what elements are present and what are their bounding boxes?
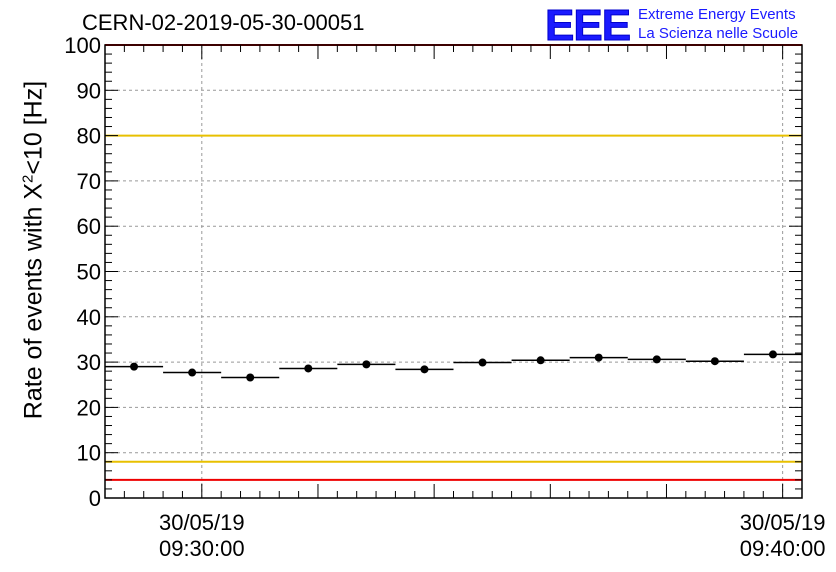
logo-text-line2: La Scienza nelle Scuole xyxy=(638,25,799,42)
y-tick-label: 70 xyxy=(77,169,101,194)
y-tick-label: 30 xyxy=(77,350,101,375)
y-tick-label: 40 xyxy=(77,305,101,330)
y-tick-label: 50 xyxy=(77,260,101,285)
reference-lines xyxy=(105,44,802,481)
data-point xyxy=(130,362,139,371)
axis-ticks xyxy=(104,44,803,499)
chart-title: CERN-02-2019-05-30-00051 xyxy=(82,10,365,35)
data-point xyxy=(188,368,197,377)
data-points xyxy=(105,350,802,382)
y-axis-label-prefix: Rate of events with X xyxy=(19,182,48,420)
data-point xyxy=(594,353,603,362)
x-tick-label-date: 30/05/19 xyxy=(739,510,826,535)
eee-logo: EEE xyxy=(544,1,631,50)
y-tick-label: 100 xyxy=(64,33,101,58)
logo-text-line1: Extreme Energy Events xyxy=(638,6,796,23)
y-tick-label: 0 xyxy=(89,486,101,511)
y-axis-label-superscript: 2 xyxy=(19,174,37,183)
data-point xyxy=(768,350,777,359)
y-tick-label: 20 xyxy=(77,395,101,420)
data-point xyxy=(536,356,545,365)
y-tick-labels: 0 10 20 30 40 50 60 70 80 90 100 xyxy=(64,33,101,511)
y-tick-label: 60 xyxy=(77,214,101,239)
data-point xyxy=(246,373,255,382)
data-point xyxy=(304,364,313,373)
x-tick-label: 30/05/19 09:40:00 xyxy=(740,510,826,562)
y-axis-label-suffix: <10 [Hz] xyxy=(19,80,48,175)
y-tick-label: 80 xyxy=(77,124,101,149)
data-point xyxy=(420,365,429,374)
data-point xyxy=(478,358,487,367)
x-tick-label-time: 09:30:00 xyxy=(158,536,245,561)
y-tick-label: 90 xyxy=(77,78,101,103)
grid xyxy=(105,45,802,498)
x-tick-label: 30/05/19 09:30:00 xyxy=(159,510,245,562)
y-axis-label: Rate of events with X2<10 [Hz] xyxy=(20,81,49,419)
data-point xyxy=(710,357,719,366)
x-tick-label-time: 09:40:00 xyxy=(739,536,826,561)
y-tick-label: 10 xyxy=(77,441,101,466)
x-tick-label-date: 30/05/19 xyxy=(158,510,245,535)
data-point xyxy=(652,355,661,364)
data-point xyxy=(362,360,371,369)
